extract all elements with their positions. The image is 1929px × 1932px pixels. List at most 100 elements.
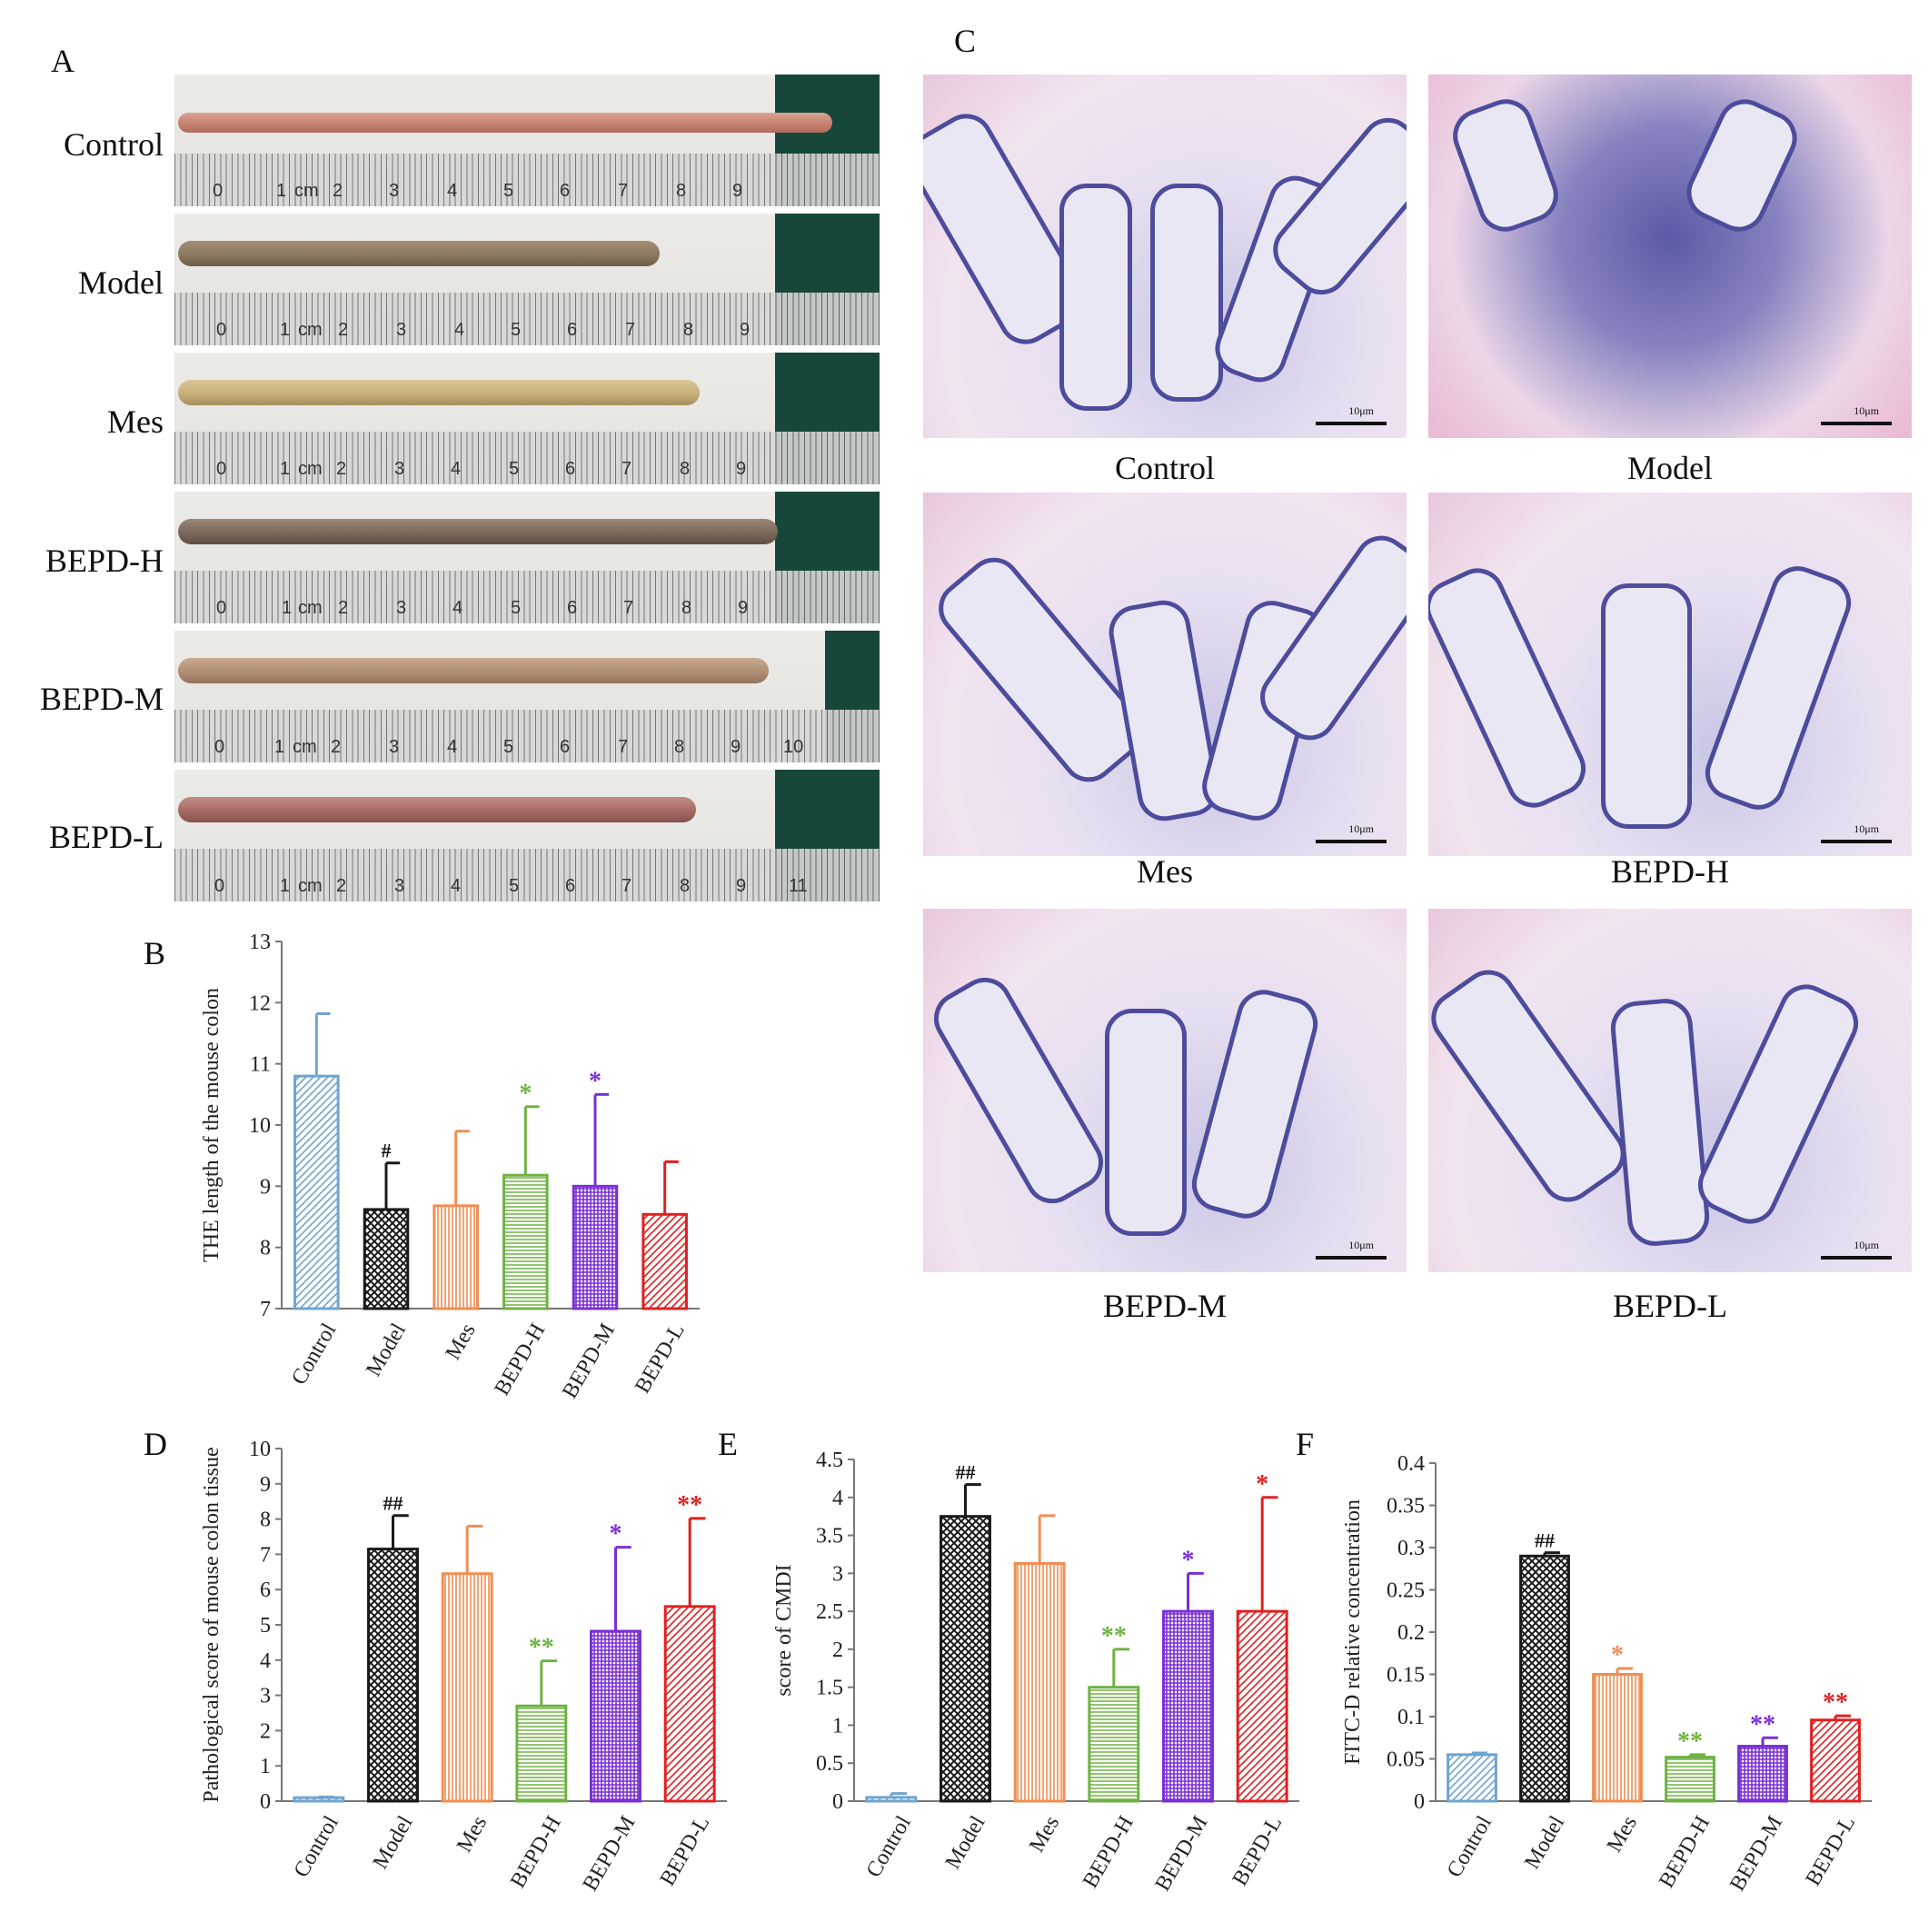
photo-label-mes: Mes <box>107 403 164 440</box>
significance-mark: ** <box>1750 1710 1775 1738</box>
x-tick-label: BEPD-H <box>506 1812 566 1892</box>
y-tick-label: 11 <box>250 1053 271 1077</box>
x-tick-label: Mes <box>452 1812 492 1857</box>
histology-image-mes: 10μm <box>923 493 1407 856</box>
x-tick-label: BEPD-H <box>491 1320 551 1399</box>
histology-image-model: 10μm <box>1428 75 1912 438</box>
y-tick-label: 3 <box>260 1685 271 1708</box>
y-tick-label: 1 <box>260 1755 271 1778</box>
photo-label-bepd-m: BEPD-M <box>39 681 164 717</box>
panel-label-c: C <box>954 23 977 59</box>
significance-mark: ** <box>1677 1728 1703 1756</box>
histology-label-model: Model <box>1627 450 1713 486</box>
y-tick-label: 0 <box>260 1790 271 1814</box>
significance-mark: * <box>1182 1546 1195 1574</box>
x-tick-label: Control <box>290 1812 343 1882</box>
chart-fitc-d: 0 0.05 0.1 0.15 0.2 0.25 0.3 0.35 0.4 FITC-D rela… <box>1341 1452 1872 1896</box>
x-tick-label: Control <box>1443 1812 1496 1882</box>
significance-mark: ** <box>1101 1622 1127 1650</box>
significance-mark: # <box>382 1140 392 1162</box>
y-axis-label: score of CMDI <box>772 1564 796 1696</box>
significance-mark: ** <box>1823 1688 1848 1717</box>
y-tick-label: 5 <box>260 1614 271 1638</box>
panel-label-f: F <box>1296 1426 1315 1462</box>
x-tick-label: BEPD-L <box>656 1812 715 1890</box>
significance-mark: * <box>519 1080 532 1108</box>
histology-image-bepd-h: 10μm <box>1428 493 1912 856</box>
y-tick-label: 0.4 <box>1397 1452 1425 1476</box>
colon-photo-control: 0 1 cm 2 3 4 5 6 7 8 9 <box>174 75 880 206</box>
y-tick-label: 9 <box>260 1175 271 1199</box>
bar-bepd-h <box>1665 1756 1715 1803</box>
bar-model <box>363 1208 410 1310</box>
histology-image-bepd-l: 10μm <box>1428 909 1912 1272</box>
x-tick-label: Control <box>287 1320 341 1389</box>
histology-label-mes: Mes <box>1137 853 1193 890</box>
y-tick-label: 0.2 <box>1397 1621 1425 1645</box>
bar-bepd-l <box>1236 1609 1288 1803</box>
y-tick-label: 13 <box>249 932 271 954</box>
colon-photo-bepd-l: 0 1 cm 2 3 4 5 6 7 8 9 11 <box>174 770 880 901</box>
y-tick-label: 0.35 <box>1387 1495 1425 1519</box>
photo-label-bepd-h: BEPD-H <box>45 543 164 579</box>
bar-bepd-m <box>590 1629 641 1803</box>
y-tick-label: 8 <box>260 1237 271 1260</box>
y-tick-label: 2 <box>832 1638 843 1662</box>
x-tick-label: Mes <box>442 1320 481 1364</box>
bar-bepd-m <box>572 1184 619 1310</box>
photo-label-bepd-l: BEPD-L <box>49 819 164 855</box>
histology-label-bepd-m: BEPD-M <box>1102 1288 1228 1324</box>
histology-label-bepd-h: BEPD-H <box>1610 853 1729 890</box>
chart-pathological-score: 0 1 2 3 4 5 6 7 8 9 10 Pathological score of mouse … <box>200 1438 727 1896</box>
x-tick-label: Model <box>941 1812 990 1874</box>
y-tick-label: 0.3 <box>1397 1537 1425 1560</box>
bar-bepd-h <box>515 1704 568 1803</box>
bar-bepd-m <box>1162 1609 1214 1803</box>
y-tick-label: 0.5 <box>816 1752 843 1776</box>
y-tick-label: 0.1 <box>1397 1706 1425 1729</box>
bar-control <box>293 1796 345 1803</box>
bar-control <box>865 1796 918 1803</box>
y-tick-label: 10 <box>249 1438 271 1461</box>
chart-colon-length: 7 8 9 10 11 12 13 THE length of the mouse colon… <box>200 932 700 1403</box>
significance-mark: * <box>1611 1641 1624 1669</box>
significance-mark: * <box>1256 1470 1268 1499</box>
x-tick-label: Model <box>1520 1812 1569 1874</box>
histology-label-bepd-l: BEPD-L <box>1613 1288 1727 1324</box>
y-tick-label: 4 <box>832 1487 843 1510</box>
y-axis-label: FITC-D relative concentration <box>1341 1499 1365 1765</box>
x-tick-label: BEPD-M <box>1725 1812 1787 1896</box>
colon-photo-model: 0 1 cm 2 3 4 5 6 7 8 9 <box>174 214 880 345</box>
x-tick-label: Control <box>862 1812 916 1882</box>
bar-bepd-m <box>1737 1745 1788 1803</box>
x-tick-label: Model <box>369 1812 418 1874</box>
chart-cmdi-score: 0 0.5 1 1.5 2 2.5 3 3.5 4 4.5 score of CMDI Control… <box>772 1449 1299 1896</box>
bar-control <box>1447 1753 1497 1803</box>
y-tick-label: 0 <box>1414 1790 1425 1814</box>
bar-mes <box>433 1204 479 1310</box>
bar-model <box>367 1548 419 1803</box>
significance-mark: ** <box>529 1634 554 1662</box>
bar-mes <box>441 1572 493 1803</box>
y-tick-label: 7 <box>260 1543 271 1567</box>
y-tick-label: 2 <box>260 1719 271 1743</box>
x-tick-label: Mes <box>1603 1812 1642 1857</box>
y-tick-label: 3.5 <box>816 1525 843 1549</box>
panel-label-e: E <box>718 1426 738 1462</box>
significance-mark: * <box>589 1067 602 1095</box>
y-tick-label: 0.25 <box>1387 1579 1425 1603</box>
bar-bepd-l <box>663 1605 716 1803</box>
histology-label-control: Control <box>1114 450 1215 486</box>
histology-image-bepd-m: 10μm <box>923 909 1407 1272</box>
y-tick-label: 6 <box>260 1578 271 1602</box>
y-axis-label: THE length of the mouse colon <box>200 988 224 1262</box>
bar-model <box>940 1515 991 1803</box>
y-tick-label: 1.5 <box>816 1677 843 1700</box>
y-tick-label: 0.15 <box>1387 1664 1425 1688</box>
x-tick-label: BEPD-L <box>631 1320 690 1398</box>
colon-photo-bepd-h: 0 1 cm 2 3 4 5 6 7 8 9 <box>174 492 880 623</box>
bar-model <box>1519 1554 1570 1803</box>
bar-mes <box>1013 1561 1066 1803</box>
x-tick-label: BEPD-M <box>558 1320 620 1403</box>
colon-photo-bepd-m: 0 1 cm 2 3 4 5 6 7 8 9 10 <box>174 631 880 762</box>
